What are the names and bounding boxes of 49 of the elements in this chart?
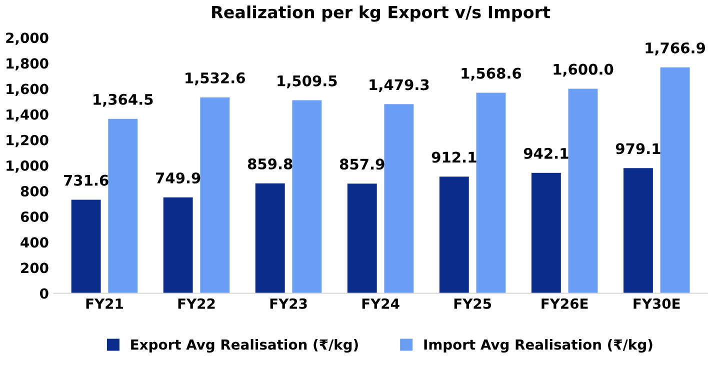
bar bbox=[108, 118, 138, 294]
x-tick-label: FY30E bbox=[634, 298, 680, 309]
data-label: 1,600.0 bbox=[554, 64, 614, 77]
bar bbox=[476, 92, 506, 294]
bar bbox=[384, 104, 414, 294]
x-tick-label: FY23 bbox=[270, 298, 307, 309]
bar bbox=[531, 172, 561, 294]
y-tick-label: 0 bbox=[40, 288, 48, 299]
data-label: 1,479.3 bbox=[370, 79, 429, 92]
y-tick-label: 2,000 bbox=[6, 32, 48, 45]
data-label: 979.1 bbox=[616, 143, 660, 154]
y-tick-label: 400 bbox=[20, 237, 48, 248]
x-tick-label: FY24 bbox=[362, 298, 400, 309]
data-label: 749.9 bbox=[156, 172, 200, 184]
bar bbox=[71, 200, 101, 294]
bar bbox=[255, 183, 285, 294]
x-tick-label: FY22 bbox=[178, 298, 215, 309]
y-tick-label: 600 bbox=[20, 212, 48, 222]
legend-label: Import Avg Realisation (₹/kg) bbox=[424, 339, 652, 353]
data-label: 859.8 bbox=[248, 158, 292, 170]
legend-label: Export Avg Realisation (₹/kg) bbox=[131, 339, 358, 353]
data-label: 1,568.6 bbox=[462, 68, 522, 81]
x-tick-label: FY26E bbox=[542, 298, 588, 309]
data-label: 731.6 bbox=[64, 174, 108, 186]
data-label: 1,364.5 bbox=[94, 94, 153, 107]
bar bbox=[347, 184, 377, 294]
bar bbox=[200, 97, 230, 294]
bar bbox=[292, 100, 322, 294]
y-tick-label: 1,400 bbox=[6, 109, 48, 122]
data-label: 857.9 bbox=[340, 158, 384, 170]
data-label: 1,509.5 bbox=[278, 75, 337, 88]
data-label: 912.1 bbox=[432, 152, 476, 163]
bar bbox=[568, 88, 598, 294]
chart-title: Realization per kg Export v/s Import bbox=[212, 5, 550, 22]
bar bbox=[439, 176, 469, 294]
x-tick-label: FY25 bbox=[454, 298, 492, 309]
bar bbox=[660, 67, 690, 294]
data-label: 942.1 bbox=[524, 148, 568, 159]
y-tick-label: 1,600 bbox=[6, 84, 48, 96]
y-tick-label: 800 bbox=[20, 186, 48, 196]
y-tick-label: 1,000 bbox=[6, 160, 48, 173]
data-label: 1,532.6 bbox=[186, 72, 246, 86]
y-tick-label: 1,200 bbox=[6, 134, 48, 148]
y-tick-label: 200 bbox=[21, 262, 48, 274]
bar bbox=[623, 168, 653, 294]
bar bbox=[163, 197, 193, 294]
data-label: 1,766.9 bbox=[646, 42, 705, 56]
x-tick-label: FY21 bbox=[86, 298, 123, 309]
y-tick-label: 1,800 bbox=[6, 58, 48, 70]
